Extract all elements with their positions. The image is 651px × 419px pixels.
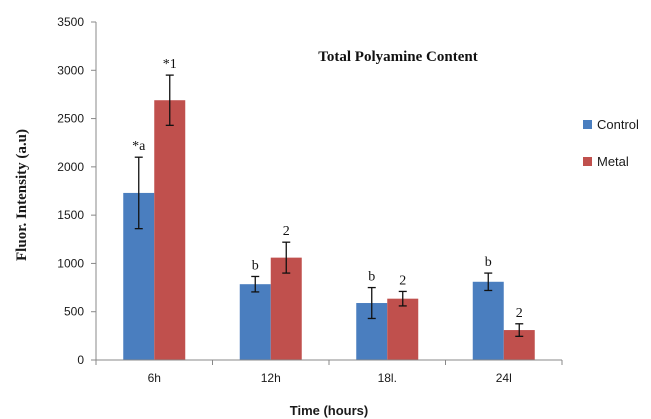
y-tick-label: 1000 (57, 256, 84, 270)
significance-label: 2 (399, 273, 406, 288)
x-axis-label: Time (hours) (290, 403, 369, 418)
control-legend-swatch (583, 120, 592, 129)
x-tick-label: 24l (496, 371, 512, 385)
bars (123, 100, 535, 361)
metal-legend-label: Metal (597, 154, 629, 169)
metal-bar (270, 257, 302, 360)
metal-bar (387, 298, 419, 360)
significance-label: b (485, 255, 492, 270)
x-tick-label: 6h (148, 371, 161, 385)
control-legend-label: Control (597, 117, 639, 132)
metal-bar (154, 100, 186, 361)
x-tick-label: 18l. (378, 371, 397, 385)
significance-label: *1 (163, 57, 177, 72)
significance-label: b (368, 270, 375, 285)
x-tick-label: 12h (261, 371, 281, 385)
y-axis-ticks: 0 500 1000 1500 2000 2500 3000 3500 (57, 15, 96, 367)
y-tick-label: 1500 (57, 208, 84, 222)
significance-label: *a (132, 139, 146, 154)
error-bars (134, 74, 524, 337)
chart-title: Total Polyamine Content (318, 49, 477, 65)
y-tick-label: 0 (77, 353, 84, 367)
y-tick-label: 2500 (57, 112, 84, 126)
x-axis-ticks: 6h 12h 18l. 24l (95, 360, 563, 385)
y-tick-label: 2000 (57, 160, 84, 174)
legend: Control Metal (583, 117, 639, 169)
control-bar (239, 284, 271, 360)
significance-label: 2 (283, 224, 290, 239)
significance-labels: *a b b b *1 2 2 2 (132, 57, 523, 321)
metal-legend-swatch (583, 157, 592, 166)
y-tick-label: 3500 (57, 15, 84, 29)
significance-label: 2 (516, 306, 523, 321)
control-bar (472, 281, 504, 360)
significance-label: b (252, 258, 259, 273)
y-tick-label: 500 (64, 305, 84, 319)
y-axis-label: Fluor. Intensity (a.u) (14, 129, 30, 261)
y-tick-label: 3000 (57, 63, 84, 77)
